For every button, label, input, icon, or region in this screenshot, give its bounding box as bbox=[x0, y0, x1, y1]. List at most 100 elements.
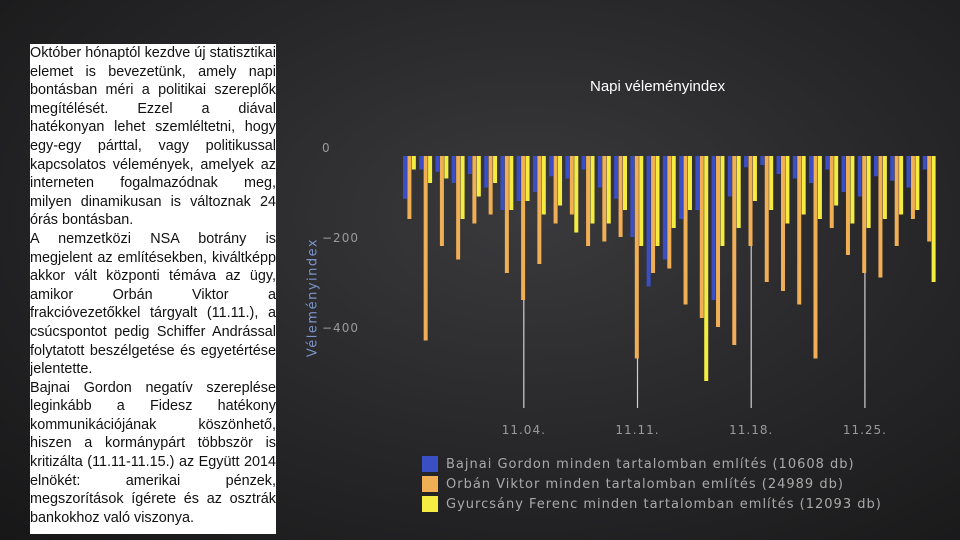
bar-bajnai bbox=[500, 156, 505, 210]
bar-orban bbox=[472, 156, 477, 224]
bar-bajnai bbox=[435, 156, 440, 172]
bar-orban bbox=[439, 156, 444, 246]
bar-bajnai bbox=[614, 156, 619, 199]
x-tick-label: 11.25. bbox=[843, 423, 887, 437]
bar-gyurcsany bbox=[590, 156, 595, 224]
bar-gyurcsany bbox=[817, 156, 822, 219]
bar-bajnai bbox=[451, 156, 456, 183]
description-paragraph-2: A nemzetközi NSA botrány is megjelent az… bbox=[30, 230, 276, 378]
bar-bajnai bbox=[776, 156, 781, 174]
bar-bajnai bbox=[484, 156, 489, 188]
bar-bajnai bbox=[727, 156, 732, 197]
bar-gyurcsany bbox=[736, 156, 741, 228]
bar-orban bbox=[456, 156, 461, 260]
bar-orban bbox=[797, 156, 802, 305]
bar-bajnai bbox=[711, 156, 716, 300]
bar-orban bbox=[845, 156, 850, 255]
bar-bajnai bbox=[597, 156, 602, 188]
bar-gyurcsany bbox=[704, 156, 709, 381]
bar-orban bbox=[780, 156, 785, 291]
bar-orban bbox=[521, 156, 526, 300]
bar-gyurcsany bbox=[655, 156, 660, 246]
bar-bajnai bbox=[809, 156, 814, 183]
bar-bajnai bbox=[841, 156, 846, 192]
bar-orban bbox=[488, 156, 493, 215]
bar-gyurcsany bbox=[623, 156, 628, 210]
bar-bajnai bbox=[402, 156, 407, 199]
legend: Bajnai Gordon minden tartalomban említés… bbox=[422, 454, 882, 514]
bar-gyurcsany bbox=[574, 156, 579, 233]
bar-orban bbox=[423, 156, 428, 341]
description-paragraph-1: Október hónaptól kezdve új statisztikai … bbox=[30, 45, 276, 229]
chart-area: Napi véleményindex Véleményindex 0 −200 −4… bbox=[290, 70, 950, 520]
bar-bajnai bbox=[662, 156, 667, 260]
bar-gyurcsany bbox=[720, 156, 725, 246]
legend-swatch-bajnai bbox=[422, 456, 438, 472]
bar-orban bbox=[586, 156, 591, 246]
bar-orban bbox=[618, 156, 623, 237]
bar-gyurcsany bbox=[785, 156, 790, 224]
description-paragraph-3: Bajnai Gordon negatív szereplése leginká… bbox=[30, 379, 276, 526]
bar-gyurcsany bbox=[801, 156, 806, 215]
bar-orban bbox=[813, 156, 818, 359]
bar-orban bbox=[716, 156, 721, 327]
x-tick-label: 11.04. bbox=[502, 423, 546, 437]
legend-label-orban: Orbán Viktor minden tartalomban említés … bbox=[446, 476, 844, 492]
bar-orban bbox=[569, 156, 574, 215]
bar-orban bbox=[683, 156, 688, 305]
legend-swatch-orban bbox=[422, 476, 438, 492]
bar-bajnai bbox=[906, 156, 911, 188]
x-tick-label: 11.11. bbox=[615, 423, 659, 437]
bar-bajnai bbox=[467, 156, 472, 174]
bar-orban bbox=[862, 156, 867, 273]
bar-bajnai bbox=[419, 156, 424, 170]
bar-orban bbox=[764, 156, 769, 282]
bar-bajnai bbox=[630, 156, 635, 237]
bar-bajnai bbox=[792, 156, 797, 179]
bar-gyurcsany bbox=[444, 156, 449, 179]
bar-bajnai bbox=[646, 156, 651, 287]
y-tick-label: −400 bbox=[322, 321, 359, 335]
bar-orban bbox=[634, 156, 639, 359]
bar-orban bbox=[667, 156, 672, 269]
legend-item-bajnai: Bajnai Gordon minden tartalomban említés… bbox=[422, 454, 882, 474]
bar-gyurcsany bbox=[899, 156, 904, 215]
legend-item-gyurcsany: Gyurcsány Ferenc minden tartalomban emlí… bbox=[422, 494, 882, 514]
bar-orban bbox=[602, 156, 607, 242]
bar-gyurcsany bbox=[509, 156, 514, 210]
bar-bajnai bbox=[760, 156, 765, 165]
bar-orban bbox=[699, 156, 704, 318]
bar-gyurcsany bbox=[834, 156, 839, 206]
bar-gyurcsany bbox=[882, 156, 887, 219]
bar-bajnai bbox=[695, 156, 700, 210]
bar-gyurcsany bbox=[850, 156, 855, 224]
bar-gyurcsany bbox=[460, 156, 465, 219]
bar-gyurcsany bbox=[915, 156, 920, 210]
bar-bajnai bbox=[581, 156, 586, 170]
bar-chart: 0 −200 −400 11.04. 11.11. 11.18. 11.25. bbox=[322, 141, 936, 437]
bar-gyurcsany bbox=[476, 156, 481, 197]
bar-orban bbox=[407, 156, 412, 219]
bar-bajnai bbox=[565, 156, 570, 179]
bar-gyurcsany bbox=[525, 156, 530, 201]
bar-gyurcsany bbox=[931, 156, 936, 282]
bar-bajnai bbox=[532, 156, 537, 192]
bar-bajnai bbox=[825, 156, 830, 170]
bar-orban bbox=[927, 156, 932, 242]
y-tick-label: −200 bbox=[322, 231, 359, 245]
bar-gyurcsany bbox=[671, 156, 676, 228]
description-panel: Október hónaptól kezdve új statisztikai … bbox=[30, 44, 276, 534]
bar-gyurcsany bbox=[493, 156, 498, 183]
bar-orban bbox=[910, 156, 915, 219]
bar-bajnai bbox=[857, 156, 862, 197]
bar-orban bbox=[553, 156, 558, 224]
bar-bajnai bbox=[890, 156, 895, 181]
bar-orban bbox=[651, 156, 656, 273]
bar-gyurcsany bbox=[411, 156, 416, 170]
bar-gyurcsany bbox=[606, 156, 611, 224]
bar-orban bbox=[748, 156, 753, 246]
y-tick-label: 0 bbox=[322, 141, 331, 155]
bar-orban bbox=[537, 156, 542, 264]
bar-gyurcsany bbox=[769, 156, 774, 210]
bar-gyurcsany bbox=[866, 156, 871, 228]
